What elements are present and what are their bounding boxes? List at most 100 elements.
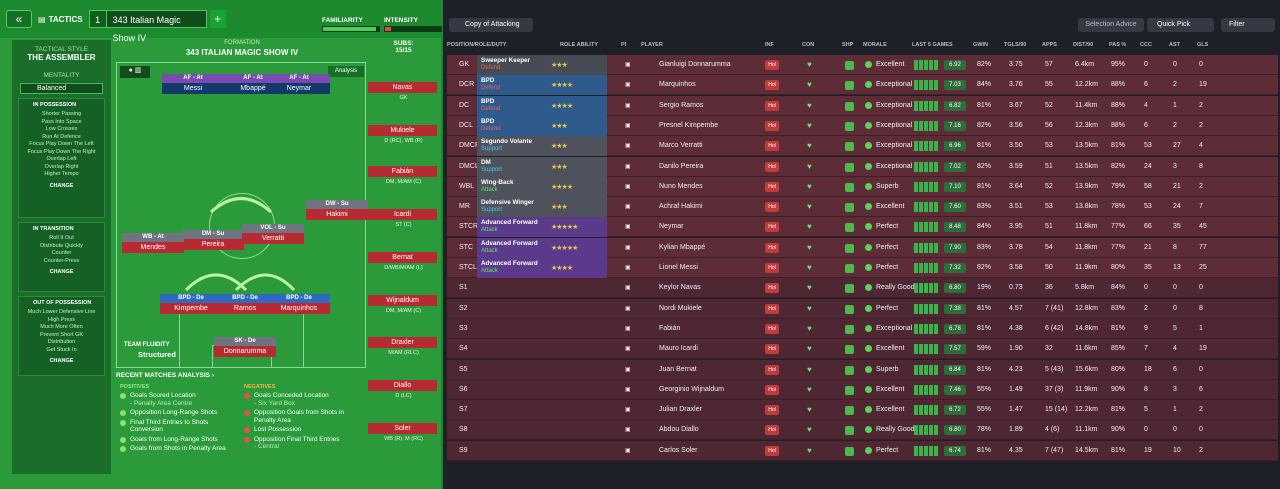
player-name[interactable]: Mauro Icardi bbox=[659, 345, 698, 353]
sub-navas[interactable]: Navas GK bbox=[368, 82, 437, 101]
player-name[interactable]: Presnel Kimpembe bbox=[659, 121, 719, 129]
pi-icon[interactable]: ▣ bbox=[625, 163, 631, 170]
player-kimpembe[interactable]: BPD - De Kimpembe bbox=[160, 294, 222, 314]
role-select[interactable]: Defensive Winger Support bbox=[477, 197, 547, 218]
pi-icon[interactable]: ▣ bbox=[625, 82, 631, 89]
table-row[interactable]: DCL BPD Defend ★★★ ▣ Presnel Kimpembe Hol ♥ Exce… bbox=[447, 115, 1278, 136]
col-gwin[interactable]: GWIN bbox=[973, 42, 988, 48]
player-mbappe[interactable]: AF - At Mbappé bbox=[222, 74, 284, 94]
table-row[interactable]: S9 ▣ Carlos Soler Hol ♥ Perfect 6.74 81% 4.35 7 (… bbox=[447, 440, 1278, 461]
col-ccc[interactable]: CCC bbox=[1140, 42, 1152, 48]
pi-icon[interactable]: ▣ bbox=[625, 183, 631, 190]
quick-pick-button[interactable]: Quick Pick bbox=[1147, 18, 1214, 32]
player-name[interactable]: Abdou Diallo bbox=[659, 426, 699, 434]
role-select[interactable]: Advanced Forward Attack bbox=[477, 237, 547, 258]
col-shp[interactable]: SHP bbox=[842, 42, 854, 48]
selection-advice-button[interactable]: Selection Advice bbox=[1078, 18, 1144, 32]
role-select[interactable]: BPD Defend bbox=[477, 115, 547, 136]
player-messi[interactable]: AF - At Messi bbox=[162, 74, 224, 94]
player-name[interactable]: Fabián bbox=[659, 324, 681, 332]
pi-icon[interactable]: ▣ bbox=[625, 244, 631, 251]
pi-icon[interactable]: ▣ bbox=[625, 325, 631, 332]
player-neymar[interactable]: AF - At Neymar bbox=[268, 74, 330, 94]
player-name[interactable]: Lionel Messi bbox=[659, 264, 698, 271]
player-name[interactable]: Georginio Wijnaldum bbox=[659, 385, 724, 393]
col-gls[interactable]: GLS bbox=[1197, 42, 1209, 48]
add-tactic-button[interactable]: + bbox=[209, 10, 226, 28]
col-con[interactable]: CON bbox=[802, 42, 815, 48]
player-donnarumma[interactable]: SK - De Donnarumma bbox=[214, 337, 276, 357]
table-row[interactable]: S2 ▣ Nordi Mukiele Hol ♥ Perfect 7.38 81% 4.57 7 … bbox=[447, 298, 1278, 319]
player-name[interactable]: Nuno Mendes bbox=[659, 182, 703, 190]
col-role-ability[interactable]: ROLE ABILITY bbox=[560, 42, 598, 48]
col-ast[interactable]: AST bbox=[1169, 42, 1180, 48]
player-name[interactable]: Gianluigi Donnarumma bbox=[659, 61, 731, 68]
sub-draxler[interactable]: Draxler M/AM (RLC) bbox=[368, 337, 437, 356]
table-row[interactable]: DMCL DM Support ★★★ ▣ Danilo Pereira Hol ♥ Excep… bbox=[447, 156, 1278, 177]
table-row[interactable]: STC Advanced Forward Attack ★★★★★ ▣ Kylian Mb… bbox=[447, 237, 1278, 258]
col-inf[interactable]: INF bbox=[765, 42, 774, 48]
pi-icon[interactable]: ▣ bbox=[625, 265, 631, 271]
role-select[interactable]: Segundo Volante Support bbox=[477, 136, 547, 157]
pi-icon[interactable]: ▣ bbox=[625, 407, 631, 414]
filter-button[interactable]: Filter bbox=[1221, 18, 1275, 32]
player-verratti[interactable]: VOL - Su Verratti bbox=[242, 224, 304, 244]
player-name[interactable]: Sergio Ramos bbox=[659, 101, 704, 109]
col-pas[interactable]: PAS % bbox=[1109, 42, 1127, 48]
tactical-style-value[interactable]: THE ASSEMBLER bbox=[27, 53, 96, 62]
pi-icon[interactable]: ▣ bbox=[625, 366, 631, 373]
pi-icon[interactable]: ▣ bbox=[625, 427, 631, 434]
table-row[interactable]: S7 ▣ Julian Draxler Hol ♥ Excellent 6.72 55% 1.4… bbox=[447, 400, 1278, 421]
player-ramos[interactable]: BPD - De Ramos bbox=[214, 294, 276, 314]
sub-bernat[interactable]: Bernat D/WB/M/AM (L) bbox=[368, 252, 437, 271]
player-name[interactable]: Carlos Soler bbox=[659, 446, 698, 454]
table-row[interactable]: STCL Advanced Forward Attack ★★★★ ▣ Lionel Me… bbox=[447, 258, 1278, 278]
player-name[interactable]: Marco Verratti bbox=[659, 142, 703, 150]
pi-icon[interactable]: ▣ bbox=[625, 285, 631, 292]
pi-icon[interactable]: ▣ bbox=[625, 305, 631, 312]
player-name[interactable]: Keylor Navas bbox=[659, 284, 701, 292]
change-transition-button[interactable]: CHANGE bbox=[49, 269, 74, 275]
player-mendes[interactable]: WB - At Mendes bbox=[122, 233, 184, 253]
pi-icon[interactable]: ▣ bbox=[625, 102, 631, 109]
analysis-button[interactable]: Analysis bbox=[328, 66, 364, 77]
col-dist[interactable]: DIST/90 bbox=[1073, 42, 1094, 48]
col-morale[interactable]: MORALE bbox=[863, 42, 887, 48]
table-row[interactable]: WBL Wing-Back Attack ★★★★ ▣ Nuno Mendes Hol ♥ Su… bbox=[447, 176, 1278, 197]
pi-icon[interactable]: ▣ bbox=[625, 346, 631, 353]
col-tgls[interactable]: TGLS/90 bbox=[1004, 42, 1027, 48]
col-apps[interactable]: APPS bbox=[1042, 42, 1057, 48]
recent-title[interactable]: RECENT MATCHES ANALYSIS bbox=[116, 372, 211, 379]
table-row[interactable]: S5 ▣ Juan Bernat Hol ♥ Superb 6.84 81% 4.23 5 (43… bbox=[447, 359, 1278, 380]
role-select[interactable]: BPD Defend bbox=[477, 95, 547, 116]
formation-name[interactable]: 343 ITALIAN MAGIC SHOW IV bbox=[185, 48, 299, 57]
sub-icardi[interactable]: Icardi ST (C) bbox=[368, 209, 437, 228]
pi-icon[interactable]: ▣ bbox=[625, 143, 631, 150]
table-row[interactable]: S6 ▣ Georginio Wijnaldum Hol ♥ Excellent 7.46 5… bbox=[447, 379, 1278, 400]
player-name[interactable]: Kylian Mbappé bbox=[659, 243, 706, 251]
table-row[interactable]: S3 ▣ Fabián Hol ♥ Exceptional 6.78 81% 4.38 6 (42… bbox=[447, 318, 1278, 339]
player-name[interactable]: Danilo Pereira bbox=[659, 162, 704, 170]
sub-fabian[interactable]: Fabián DM, M/AM (C) bbox=[368, 166, 437, 185]
table-row[interactable]: MR Defensive Winger Support ★★★ ▣ Achraf Haki… bbox=[447, 197, 1278, 218]
change-possession-button[interactable]: CHANGE bbox=[49, 182, 74, 189]
table-row[interactable]: S4 ▣ Mauro Icardi Hol ♥ Excellent 7.57 59% 1.90 3… bbox=[447, 339, 1278, 360]
player-hakimi[interactable]: DW - Su Hakimi bbox=[306, 200, 368, 220]
table-row[interactable]: S1 ▣ Keylor Navas Hol ♥ Really Good 6.80 19% 0.7… bbox=[447, 278, 1278, 299]
change-oop-button[interactable]: CHANGE bbox=[49, 358, 74, 364]
pi-icon[interactable]: ▣ bbox=[625, 386, 631, 393]
view-select[interactable]: Copy of Attacking bbox=[449, 18, 533, 32]
table-row[interactable]: DCR BPD Defend ★★★★ ▣ Marquinhos Hol ♥ Exception… bbox=[447, 75, 1278, 96]
pi-icon[interactable]: ▣ bbox=[625, 122, 631, 129]
col-position[interactable]: POSITION/ROLE/DUTY bbox=[447, 42, 507, 48]
table-row[interactable]: GK Sweeper Keeper Defend ★★★ ▣ Gianluigi Donn… bbox=[447, 55, 1278, 75]
table-row[interactable]: STCR Advanced Forward Attack ★★★★★ ▣ Neymar Ho… bbox=[447, 217, 1278, 238]
player-name[interactable]: Julian Draxler bbox=[659, 406, 702, 414]
tactic-slot[interactable]: 1 bbox=[88, 10, 107, 28]
mentality-select[interactable]: Balanced bbox=[20, 83, 103, 94]
player-name[interactable]: Nordi Mukiele bbox=[659, 304, 702, 312]
player-name[interactable]: Achraf Hakimi bbox=[659, 203, 703, 211]
role-select[interactable]: DM Support bbox=[477, 156, 547, 177]
sub-diallo[interactable]: Diallo D (LC) bbox=[368, 380, 437, 399]
role-select[interactable]: BPD Defend bbox=[477, 75, 547, 96]
